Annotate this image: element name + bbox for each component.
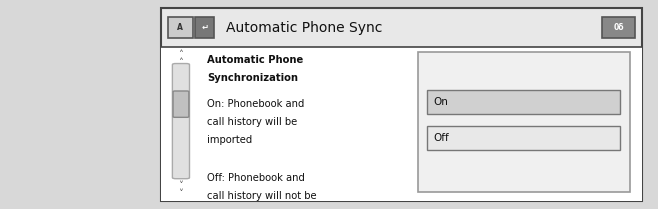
Text: Automatic Phone Sync: Automatic Phone Sync bbox=[226, 21, 382, 34]
Text: ˄
˄: ˄ ˄ bbox=[178, 50, 184, 68]
FancyBboxPatch shape bbox=[173, 91, 189, 117]
Text: call history will be: call history will be bbox=[207, 117, 297, 127]
Bar bbox=[418, 52, 630, 192]
Text: ↵: ↵ bbox=[201, 23, 208, 32]
Bar bbox=[427, 126, 620, 150]
Text: call history will not be: call history will not be bbox=[207, 191, 317, 201]
Text: ˅
˅: ˅ ˅ bbox=[178, 181, 184, 199]
Text: A: A bbox=[178, 23, 183, 32]
Bar bbox=[602, 17, 635, 38]
Text: On: On bbox=[434, 97, 449, 107]
Bar bbox=[168, 17, 193, 38]
Bar bbox=[161, 47, 642, 201]
Text: Off: Phonebook and: Off: Phonebook and bbox=[207, 173, 305, 183]
Text: Automatic Phone: Automatic Phone bbox=[207, 55, 303, 65]
Text: imported: imported bbox=[207, 135, 253, 145]
Bar bbox=[161, 8, 642, 201]
Text: 0δ: 0δ bbox=[613, 23, 624, 32]
FancyBboxPatch shape bbox=[172, 64, 190, 179]
Text: Off: Off bbox=[434, 133, 449, 143]
Text: On: Phonebook and: On: Phonebook and bbox=[207, 99, 305, 109]
Bar bbox=[195, 17, 214, 38]
Text: Synchronization: Synchronization bbox=[207, 73, 298, 83]
Bar bbox=[427, 90, 620, 115]
